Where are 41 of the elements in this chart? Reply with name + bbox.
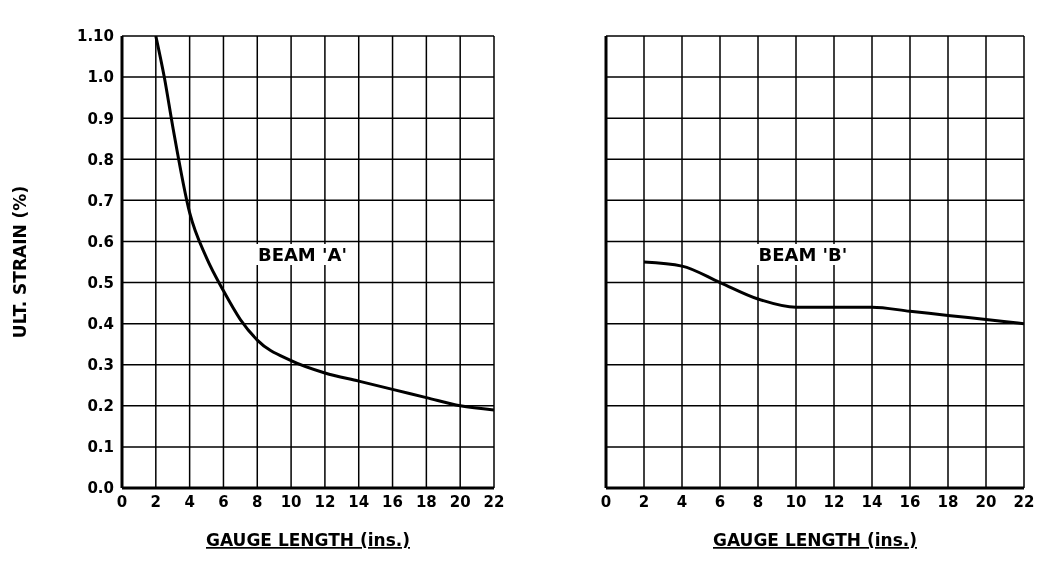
x-tick-label: 20 — [449, 492, 471, 511]
y-axis-title: ULT. STRAIN (%) — [10, 185, 31, 339]
x-tick-label: 16 — [382, 492, 403, 511]
x-tick-label: 0 — [116, 492, 128, 511]
x-axis-title: GAUGE LENGTH (ins.) — [713, 530, 917, 550]
y-tick-label: 1.0 — [87, 68, 114, 87]
x-tick-label: 18 — [937, 492, 959, 511]
x-tick-label: 18 — [415, 492, 437, 511]
y-tick-label: 0.6 — [87, 232, 114, 251]
y-tick-label: 0.1 — [87, 438, 114, 457]
x-tick-label: 10 — [280, 492, 302, 511]
x-tick-label: 22 — [483, 492, 505, 511]
x-tick-label: 4 — [676, 492, 688, 511]
x-tick-label: 8 — [252, 492, 263, 511]
x-axis-title: GAUGE LENGTH (ins.) — [206, 530, 410, 550]
y-tick-label: 0.7 — [87, 191, 114, 210]
x-tick-label: 2 — [638, 492, 650, 511]
x-tick-label: 6 — [714, 492, 726, 511]
x-tick-label: 6 — [218, 492, 229, 511]
x-tick-label: 12 — [314, 492, 336, 511]
x-tick-label: 12 — [823, 492, 845, 511]
annotation: BEAM 'A' — [255, 243, 349, 265]
x-tick-label: 14 — [861, 492, 883, 511]
y-tick-label: 1.10 — [76, 27, 114, 46]
annotation: BEAM 'B' — [756, 243, 850, 265]
x-tick-label: 10 — [785, 492, 807, 511]
x-tick-label: 8 — [752, 492, 764, 511]
y-tick-label: 0.9 — [87, 109, 114, 128]
y-tick-label: 0.0 — [87, 479, 114, 498]
y-tick-label: 0.3 — [87, 356, 114, 375]
x-tick-label: 4 — [184, 492, 195, 511]
y-tick-label: 0.8 — [87, 150, 114, 169]
x-tick-label: 20 — [975, 492, 997, 511]
y-tick-label: 0.4 — [87, 314, 114, 333]
x-tick-label: 14 — [348, 492, 370, 511]
x-tick-label: 2 — [150, 492, 162, 511]
x-tick-label: 22 — [1013, 492, 1035, 511]
x-tick-label: 0 — [600, 492, 612, 511]
y-tick-label: 0.5 — [87, 273, 114, 292]
y-tick-label: 0.2 — [87, 397, 114, 416]
x-tick-label: 16 — [899, 492, 921, 511]
